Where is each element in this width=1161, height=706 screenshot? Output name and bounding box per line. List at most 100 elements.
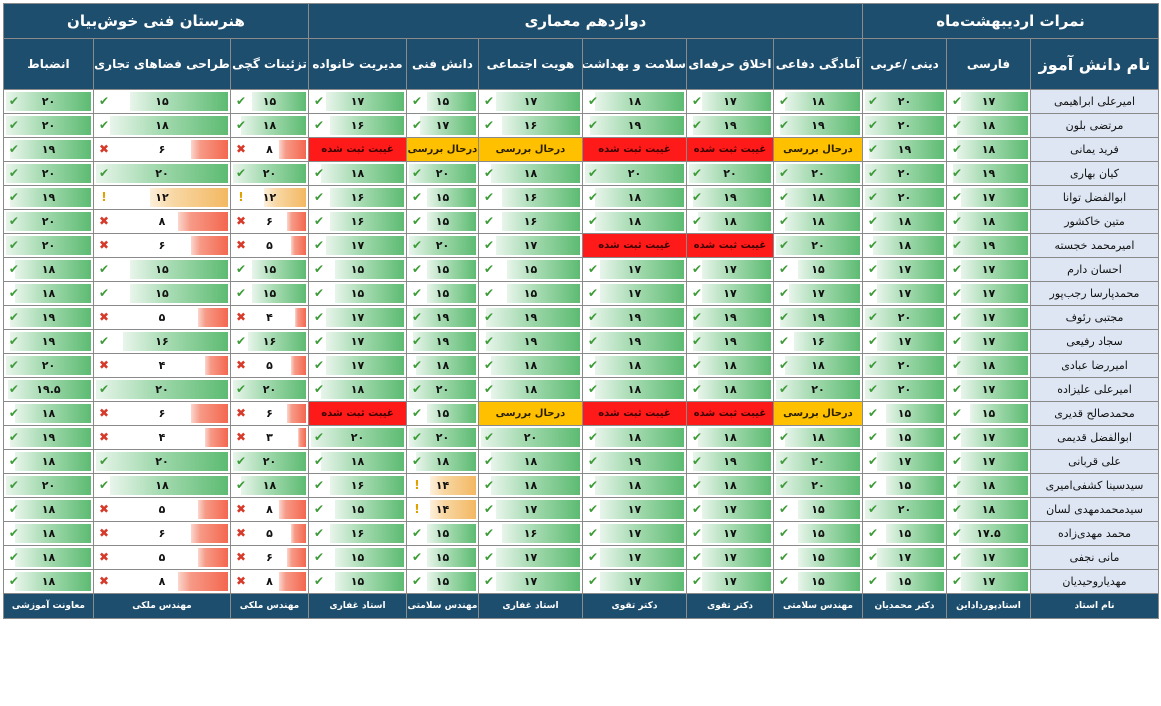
score-bar	[701, 524, 771, 543]
check-icon: ✔	[8, 454, 19, 468]
score-value: ۱۸	[897, 239, 912, 252]
group-header-grades-month: نمرات اردیبهشت‌ماه	[861, 3, 1160, 39]
score-cell-dini: ۱۵ ✔	[861, 425, 948, 450]
score-cell-farsi: ۱۵ ✔	[946, 401, 1031, 426]
score-value: ۲۰	[435, 431, 450, 444]
table-row: سجاد رفیعی ۱۷ ✔ ۱۷ ✔ ۱۶ ✔ ۱۹ ✔ ۱۹ ✔ ۱۹ ✔ ۱۹ ✔ ۱۷ ✔ ۱۶ ✔ ۱۶ ✔…	[2, 329, 1159, 354]
student-name: مهدیاروحیدیان	[1030, 569, 1159, 594]
score-value: ۱۹	[41, 311, 56, 324]
score-cell-modiriat: ۱۷ ✔	[307, 353, 407, 378]
score-cell-tazinat: ۵ ✖	[229, 233, 309, 258]
score-value: ۱۷	[897, 551, 912, 564]
score-cell-tarahi: ۶ ✖	[92, 233, 231, 258]
teacher-row: نام استاد استادپورداداین دکتر محمدیان مه…	[2, 593, 1159, 619]
check-icon: ✔	[313, 238, 324, 252]
score-value: ۲۰	[897, 119, 912, 132]
check-icon: ✔	[867, 454, 878, 468]
check-icon: ✔	[867, 190, 878, 204]
status-absent: غیبت ثبت شده	[581, 233, 687, 258]
check-icon: ✔	[98, 478, 109, 492]
check-icon: ✔	[951, 310, 963, 324]
status-absent: غیبت ثبت شده	[307, 401, 407, 426]
score-bar	[232, 164, 306, 183]
check-icon: ✔	[483, 334, 494, 348]
score-value: ۱۵	[897, 527, 912, 540]
score-value: ۱۶	[350, 191, 365, 204]
column-header-danesh: دانش فنی	[405, 38, 479, 90]
check-icon: ✔	[411, 238, 422, 252]
check-icon: ✔	[691, 358, 702, 372]
check-icon: ✔	[867, 478, 878, 492]
score-value: ۱۵	[435, 263, 450, 276]
score-bar	[14, 284, 91, 303]
score-bar	[14, 524, 91, 543]
score-cell-tazinat: ۱۸ ✔	[229, 473, 309, 498]
score-cell-akhlagh: ۱۷ ✔	[685, 89, 774, 114]
score-value: ۱۵	[262, 263, 277, 276]
score-cell-tazinat: ۱۵ ✔	[229, 89, 309, 114]
score-value: ۸	[158, 575, 166, 588]
check-icon: ✔	[691, 262, 702, 276]
score-bar	[584, 164, 684, 183]
score-bar	[286, 404, 306, 423]
score-bar	[129, 260, 228, 279]
score-bar	[957, 212, 1028, 231]
score-bar	[693, 116, 771, 135]
score-value: ۱۹	[41, 335, 56, 348]
score-value: ۱۷	[981, 311, 996, 324]
student-name: علی قربانی	[1030, 449, 1159, 474]
check-icon: ✔	[778, 238, 789, 252]
check-icon: ✔	[313, 334, 324, 348]
score-cell-farsi: ۱۷ ✔	[946, 449, 1031, 474]
score-cell-tazinat: ۶ ✖	[229, 545, 309, 570]
check-icon: ✔	[411, 310, 422, 324]
score-value: ۱۹	[723, 119, 737, 132]
score-value: ۱۵	[811, 551, 825, 564]
student-name: فرید یمانی	[1030, 137, 1159, 162]
check-icon: ✔	[691, 574, 702, 588]
score-cell-hoviat: ۱۶ ✔	[477, 521, 583, 546]
student-name: مرتضی بلون	[1030, 113, 1159, 138]
score-bar	[885, 572, 944, 591]
student-name: سیدمحمدمهدی لسان	[1030, 497, 1159, 522]
score-cell-salamat: ۱۷ ✔	[581, 281, 687, 306]
score-cell-dini: ۲۰ ✔	[861, 497, 948, 522]
score-bar	[957, 116, 1028, 135]
check-icon: ✔	[8, 502, 19, 516]
student-name: متین خاکشور	[1030, 209, 1159, 234]
check-icon: ✔	[867, 334, 878, 348]
score-value: ۱۷	[523, 551, 538, 564]
score-bar	[325, 236, 404, 255]
score-value: ۲۰	[435, 167, 450, 180]
score-bar	[491, 452, 580, 471]
score-value: ۲۰	[262, 167, 277, 180]
cross-icon: ✖	[235, 214, 246, 228]
score-value: ۱۹	[723, 455, 737, 468]
score-cell-enzebat: ۱۸ ✔	[2, 521, 94, 546]
score-bar	[330, 188, 404, 207]
score-value: ۲۰	[811, 239, 825, 252]
score-bar	[426, 284, 476, 303]
score-cell-salamat: ۱۸ ✔	[581, 353, 687, 378]
score-cell-enzebat: ۱۸ ✔	[2, 281, 94, 306]
check-icon: ✔	[98, 166, 109, 180]
check-icon: ✔	[587, 502, 598, 516]
score-value: ۱۹	[41, 191, 56, 204]
score-value: ۱۸	[981, 503, 996, 516]
status-absent: غیبت ثبت شده	[581, 401, 687, 426]
score-bar	[600, 500, 684, 519]
check-icon: ✔	[483, 94, 494, 108]
score-value: ۱۶	[350, 119, 365, 132]
score-cell-enzebat: ۲۰ ✔	[2, 233, 94, 258]
score-value: ۱۵	[155, 287, 169, 300]
score-cell-farsi: ۱۸ ✔	[946, 137, 1031, 162]
check-icon: ✔	[587, 574, 598, 588]
score-value: ۲۰	[811, 167, 825, 180]
score-bar	[780, 308, 860, 327]
score-value: ۱۷	[981, 335, 996, 348]
check-icon: ✔	[587, 334, 598, 348]
score-value: ۱۵	[811, 575, 825, 588]
score-bar	[426, 188, 476, 207]
check-icon: ✔	[235, 286, 246, 300]
score-value: ۸	[158, 215, 166, 228]
